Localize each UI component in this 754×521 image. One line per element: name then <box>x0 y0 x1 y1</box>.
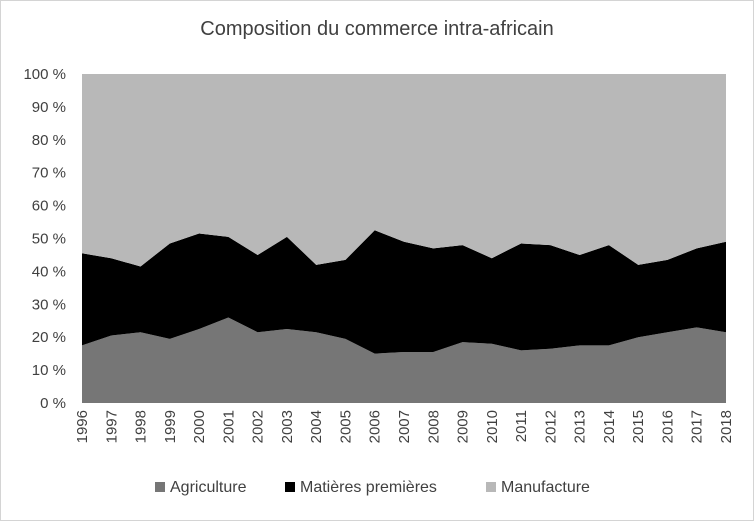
y-tick-label: 50 % <box>32 231 66 248</box>
y-tick-label: 100 % <box>23 66 66 83</box>
x-tick-label: 2015 <box>630 410 647 443</box>
legend: Agriculture Matières premières Manufacture <box>155 479 590 496</box>
x-tick-label: 1998 <box>133 410 150 443</box>
y-tick-label: 10 % <box>32 362 66 379</box>
x-tick-label: 2006 <box>367 410 384 443</box>
x-tick-label: 1999 <box>162 410 179 443</box>
y-tick-label: 70 % <box>32 165 66 182</box>
x-tick-label: 2007 <box>396 410 413 443</box>
y-tick-label: 0 % <box>40 395 66 412</box>
x-tick-label: 2005 <box>337 410 354 443</box>
plot-areas <box>82 74 726 403</box>
x-tick-label: 1997 <box>103 410 120 443</box>
x-tick-label: 2009 <box>455 410 472 443</box>
x-tick-label: 2016 <box>659 410 676 443</box>
y-tick-label: 20 % <box>32 329 66 346</box>
x-tick-label: 2003 <box>279 410 296 443</box>
x-tick-label: 2000 <box>191 410 208 443</box>
x-tick-label: 2014 <box>601 410 618 443</box>
x-tick-label: 2011 <box>513 410 530 442</box>
y-tick-label: 30 % <box>32 296 66 313</box>
x-tick-label: 2008 <box>425 410 442 443</box>
y-tick-label: 90 % <box>32 99 66 116</box>
x-tick-label: 2010 <box>484 410 501 443</box>
x-tick-label: 2001 <box>220 410 237 443</box>
legend-label: Manufacture <box>501 479 590 496</box>
x-tick-label: 2004 <box>308 410 325 443</box>
legend-swatch <box>285 482 295 492</box>
y-axis: 0 % 10 % 20 % 30 % 40 % 50 % 60 % 70 % 80 % 90 % 1… <box>23 66 66 412</box>
area-series-3 <box>82 74 726 267</box>
area-series-2 <box>82 230 726 354</box>
y-tick-label: 60 % <box>32 198 66 215</box>
legend-swatch <box>155 482 165 492</box>
y-tick-label: 80 % <box>32 132 66 149</box>
x-tick-label: 2013 <box>572 410 589 443</box>
x-tick-label: 1996 <box>74 410 91 443</box>
x-axis: 1996 1997 1998 1999 2000 2001 2002 2003 2004 2005… <box>74 410 735 443</box>
y-tick-label: 40 % <box>32 263 66 280</box>
x-tick-label: 2018 <box>718 410 735 443</box>
chart-title: Composition du commerce intra-africain <box>200 18 554 40</box>
legend-label: Agriculture <box>170 479 247 496</box>
area-series-1 <box>82 317 726 403</box>
x-tick-label: 2002 <box>250 410 267 443</box>
x-tick-label: 2012 <box>542 410 559 443</box>
legend-label: Matières premières <box>300 479 437 496</box>
x-tick-label: 2017 <box>689 410 706 443</box>
legend-swatch <box>486 482 496 492</box>
